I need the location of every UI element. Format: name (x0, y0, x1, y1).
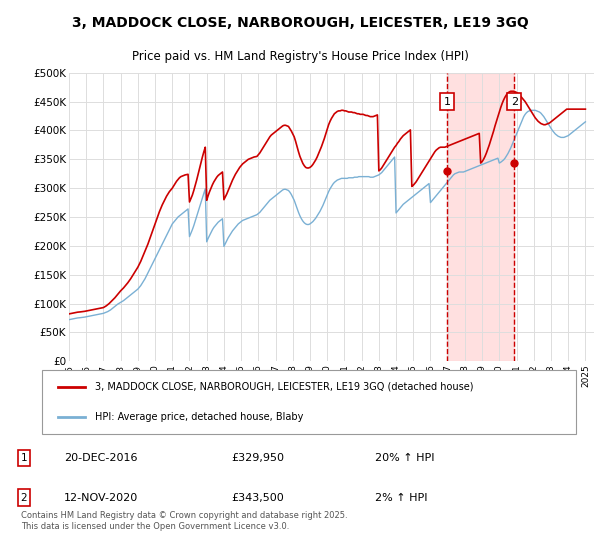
Text: 20-DEC-2016: 20-DEC-2016 (64, 454, 137, 463)
Text: 3, MADDOCK CLOSE, NARBOROUGH, LEICESTER, LE19 3GQ: 3, MADDOCK CLOSE, NARBOROUGH, LEICESTER,… (71, 16, 529, 30)
Text: Price paid vs. HM Land Registry's House Price Index (HPI): Price paid vs. HM Land Registry's House … (131, 49, 469, 63)
Text: 1: 1 (20, 454, 27, 463)
FancyBboxPatch shape (42, 370, 576, 434)
Text: 2: 2 (511, 97, 518, 106)
Text: 2: 2 (20, 493, 27, 502)
Text: Contains HM Land Registry data © Crown copyright and database right 2025.
This d: Contains HM Land Registry data © Crown c… (20, 511, 347, 531)
Text: 12-NOV-2020: 12-NOV-2020 (64, 493, 138, 502)
Bar (447, 73, 514, 361)
Text: £343,500: £343,500 (231, 493, 284, 502)
Text: 1: 1 (443, 97, 451, 106)
Text: 2% ↑ HPI: 2% ↑ HPI (375, 493, 427, 502)
Text: 20% ↑ HPI: 20% ↑ HPI (375, 454, 434, 463)
Text: £329,950: £329,950 (231, 454, 284, 463)
Text: 3, MADDOCK CLOSE, NARBOROUGH, LEICESTER, LE19 3GQ (detached house): 3, MADDOCK CLOSE, NARBOROUGH, LEICESTER,… (95, 382, 474, 392)
Text: HPI: Average price, detached house, Blaby: HPI: Average price, detached house, Blab… (95, 412, 304, 422)
